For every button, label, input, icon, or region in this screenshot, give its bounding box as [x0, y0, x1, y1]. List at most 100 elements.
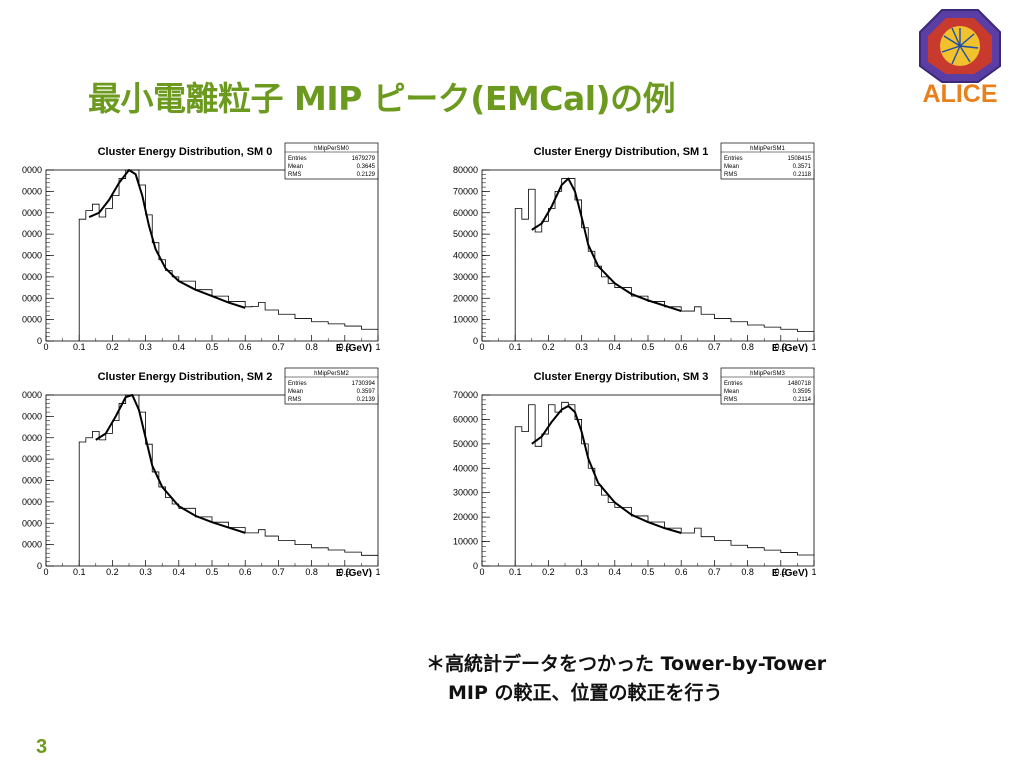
- y-tick-label: 0000: [22, 251, 42, 261]
- stats-value: 1679279: [352, 156, 376, 162]
- x-tick-label: 0.1: [73, 567, 86, 577]
- x-tick-label: 0.7: [272, 342, 285, 352]
- x-tick-label: 0.6: [239, 342, 252, 352]
- histogram-sm0-svg: Cluster Energy Distribution, SM 0 hMipPer…: [22, 142, 380, 352]
- y-tick-label: 50000: [453, 229, 478, 239]
- footnote: ＊高統計データをつかった Tower-by-Tower MIP の較正、位置の較…: [426, 650, 826, 708]
- y-tick-label: 0: [37, 336, 42, 346]
- stats-value: 0.3597: [357, 389, 376, 395]
- y-tick-label: 0000: [22, 315, 42, 325]
- y-tick-label: 40000: [453, 251, 478, 261]
- y-tick-label: 0000: [22, 208, 42, 218]
- stats-label: Mean: [288, 164, 303, 170]
- page-number: 3: [36, 736, 48, 758]
- x-tick-label: 0.6: [675, 342, 688, 352]
- x-tick-label: 0.4: [173, 567, 186, 577]
- y-tick-label: 30000: [453, 488, 478, 498]
- x-tick-label: 0.1: [509, 567, 522, 577]
- plot-frame: [481, 169, 815, 342]
- x-tick-label: 0.7: [272, 567, 285, 577]
- fit-curve: [531, 404, 682, 534]
- x-axis-label: E (GeV): [336, 343, 372, 352]
- x-tick-label: 0.8: [741, 342, 754, 352]
- stats-label: Entries: [288, 156, 307, 162]
- plot-frame: [45, 394, 379, 567]
- x-tick-label: 0.5: [642, 342, 655, 352]
- y-tick-label: 20000: [453, 293, 478, 303]
- y-tick-label: 0000: [22, 272, 42, 282]
- y-tick-label: 0000: [22, 497, 42, 507]
- x-tick-label: 0.3: [139, 567, 152, 577]
- y-tick-label: 0000: [22, 186, 42, 196]
- stats-label: RMS: [288, 397, 301, 403]
- histogram-sm1: Cluster Energy Distribution, SM 1 hMipPer…: [436, 140, 816, 352]
- histogram-sm3: Cluster Energy Distribution, SM 3 hMipPer…: [436, 365, 816, 577]
- stats-label: RMS: [724, 172, 737, 178]
- y-tick-label: 10000: [453, 315, 478, 325]
- stats-label: Mean: [724, 389, 739, 395]
- histogram-sm1-svg: Cluster Energy Distribution, SM 1 hMipPer…: [453, 142, 816, 352]
- x-tick-label: 0.8: [741, 567, 754, 577]
- stats-name: hMipPerSM3: [750, 371, 785, 377]
- stats-box: [720, 367, 815, 405]
- x-tick-label: 0.3: [575, 342, 588, 352]
- x-tick-label: 0.2: [106, 342, 119, 352]
- stats-label: Mean: [724, 164, 739, 170]
- alice-logo-burst: [941, 27, 979, 65]
- stats-value: 1508415: [788, 156, 812, 162]
- x-tick-label: 0.9: [775, 567, 788, 577]
- y-tick-label: 60000: [453, 208, 478, 218]
- y-tick-label: 40000: [453, 463, 478, 473]
- stats-value: 1730394: [352, 381, 376, 387]
- stats-name: hMipPerSM1: [750, 146, 785, 152]
- stats-box: [284, 142, 379, 180]
- stats-value: 1480718: [788, 381, 812, 387]
- stats-value: 0.3571: [793, 164, 812, 170]
- x-tick-label: 0: [479, 342, 484, 352]
- x-tick-label: 0.6: [675, 567, 688, 577]
- stats-label: Mean: [288, 389, 303, 395]
- y-tick-label: 30000: [453, 272, 478, 282]
- y-tick-label: 0000: [22, 293, 42, 303]
- stats-value: 0.2114: [793, 397, 812, 403]
- y-tick-label: 50000: [453, 439, 478, 449]
- alice-logo-text: ALICE: [923, 80, 998, 106]
- y-tick-label: 70000: [453, 390, 478, 400]
- stats-value: 0.3645: [357, 164, 376, 170]
- plot-title: Cluster Energy Distribution, SM 0: [98, 146, 273, 158]
- x-axis-label: E (GeV): [336, 568, 372, 577]
- footnote-line-2: MIP の較正、位置の較正を行う: [448, 682, 723, 704]
- x-tick-label: 0.2: [542, 342, 555, 352]
- fit-curve: [88, 169, 246, 309]
- footnote-line-1: ＊高統計データをつかった Tower-by-Tower: [426, 653, 827, 675]
- y-tick-label: 0000: [22, 518, 42, 528]
- slide-title: 最小電離粒子 MIP ピーク(EMCal)の例: [88, 79, 676, 118]
- x-tick-label: 0.8: [305, 342, 318, 352]
- stats-box: [284, 367, 379, 405]
- y-tick-label: 0000: [22, 390, 42, 400]
- stats-name: hMipPerSM2: [314, 371, 349, 377]
- x-tick-label: 0.1: [73, 342, 86, 352]
- histogram-sm2-svg: Cluster Energy Distribution, SM 2 hMipPer…: [22, 367, 380, 577]
- alice-logo: ALICE: [919, 9, 1001, 106]
- stats-name: hMipPerSM0: [314, 146, 349, 152]
- plot-frame: [45, 169, 379, 342]
- y-tick-label: 0000: [22, 476, 42, 486]
- y-tick-label: 0000: [22, 433, 42, 443]
- x-tick-label: 0.5: [642, 567, 655, 577]
- y-tick-label: 10000: [453, 537, 478, 547]
- x-tick-label: 0.3: [575, 567, 588, 577]
- x-axis-label: E (GeV): [772, 343, 808, 352]
- y-tick-label: 0: [37, 561, 42, 571]
- x-tick-label: 0.5: [206, 567, 219, 577]
- stats-label: RMS: [724, 397, 737, 403]
- x-tick-label: 0.1: [509, 342, 522, 352]
- x-tick-label: 0.9: [339, 342, 352, 352]
- plot-title: Cluster Energy Distribution, SM 1: [534, 146, 709, 158]
- x-tick-label: 0.2: [542, 567, 555, 577]
- x-tick-label: 0.9: [775, 342, 788, 352]
- stats-label: Entries: [724, 381, 743, 387]
- plot-title: Cluster Energy Distribution, SM 2: [98, 371, 273, 383]
- y-tick-label: 20000: [453, 512, 478, 522]
- y-tick-label: 0000: [22, 540, 42, 550]
